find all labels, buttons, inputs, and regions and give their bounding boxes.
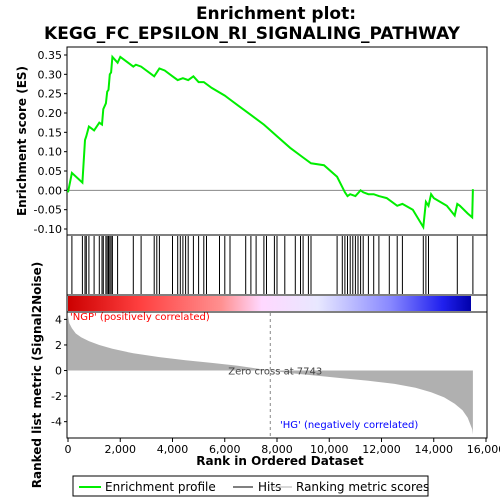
metric-y-axis-label: Ranked list metric (Signal2Noise) bbox=[30, 262, 44, 489]
enrichment-profile-line bbox=[67, 54, 474, 231]
x-tick-label: 8,000 bbox=[261, 443, 293, 456]
ranking-metric-area bbox=[68, 315, 473, 435]
legend-hits-label: Hits bbox=[258, 480, 281, 494]
metric-y-axis: 4 2 0 -2 -4 bbox=[51, 313, 67, 429]
es-y-tick-label: -0.05 bbox=[34, 204, 62, 217]
es-y-tick-label: 0.35 bbox=[38, 49, 63, 62]
es-y-tick-label: 0.15 bbox=[38, 126, 63, 139]
rank-color-bar bbox=[68, 296, 471, 311]
negative-correlation-label: 'HG' (negatively correlated) bbox=[280, 420, 418, 431]
metric-y-tick-label: -4 bbox=[51, 416, 62, 429]
es-y-tick-label: 0.25 bbox=[38, 88, 63, 101]
chart-subtitle: KEGG_FC_EPSILON_RI_SIGNALING_PATHWAY bbox=[44, 24, 461, 44]
legend-metric-label: Ranking metric scores bbox=[296, 480, 429, 494]
es-y-tick-label: 0.05 bbox=[38, 165, 63, 178]
x-tick-label: 0 bbox=[65, 443, 72, 456]
x-axis-label: Rank in Ordered Dataset bbox=[196, 454, 364, 468]
x-tick-label: 16,000 bbox=[467, 443, 500, 456]
zero-cross-label: Zero cross at 7743 bbox=[228, 367, 322, 378]
x-tick-label: 4,000 bbox=[157, 443, 189, 456]
metric-y-tick-label: 0 bbox=[55, 365, 62, 378]
x-tick-label: 12,000 bbox=[362, 443, 401, 456]
es-y-tick-label: 0.30 bbox=[38, 68, 63, 81]
es-y-tick-label: 0.10 bbox=[38, 146, 63, 159]
metric-y-tick-label: -2 bbox=[51, 390, 62, 403]
es-y-tick-label: 0.20 bbox=[38, 107, 63, 120]
legend-box bbox=[72, 475, 429, 497]
es-panel-frame bbox=[66, 46, 488, 236]
chart-title: Enrichment plot: bbox=[196, 4, 356, 24]
hits-marks bbox=[71, 236, 474, 294]
es-y-tick-label: -0.10 bbox=[34, 223, 62, 236]
metric-y-tick-label: 2 bbox=[55, 339, 62, 352]
x-tick-label: 10,000 bbox=[310, 443, 349, 456]
es-y-axis: 0.35 0.30 0.25 0.20 0.15 0.10 0.05 0.00 -0.05 -0.… bbox=[34, 49, 67, 236]
positive-correlation-label: 'NGP' (positively correlated) bbox=[70, 312, 210, 323]
x-axis: 0 2,000 4,000 6,000 8,000 10,000 12,000 14,000 1… bbox=[65, 438, 500, 456]
es-y-tick-label: 0.00 bbox=[38, 184, 63, 197]
es-y-axis-label: Enrichment score (ES) bbox=[15, 66, 29, 216]
x-tick-label: 14,000 bbox=[415, 443, 454, 456]
metric-y-tick-label: 4 bbox=[55, 313, 62, 326]
x-tick-label: 6,000 bbox=[209, 443, 241, 456]
x-tick-label: 2,000 bbox=[105, 443, 137, 456]
legend-enrichment-label: Enrichment profile bbox=[105, 480, 216, 494]
